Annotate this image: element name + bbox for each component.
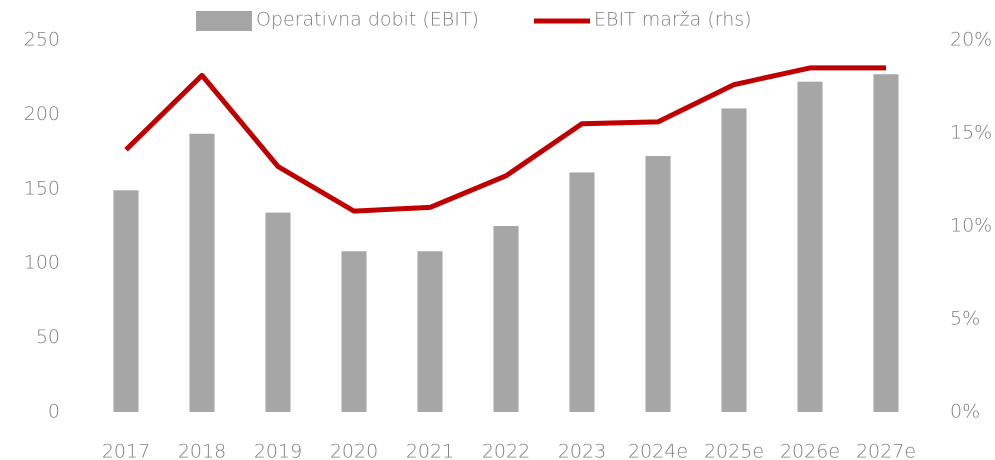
x-tick-label: 2026e bbox=[780, 441, 840, 460]
bar bbox=[721, 108, 747, 412]
x-tick-label: 2017 bbox=[102, 441, 150, 460]
y2-tick-label: 0% bbox=[950, 401, 980, 423]
y2-tick-label: 15% bbox=[950, 122, 992, 144]
y2-tick-label: 20% bbox=[950, 29, 992, 51]
y2-tick-label: 5% bbox=[950, 308, 980, 330]
x-tick-label: 2019 bbox=[254, 441, 302, 460]
bar bbox=[113, 190, 139, 412]
bar bbox=[189, 133, 215, 412]
x-tick-label: 2022 bbox=[482, 441, 530, 460]
line bbox=[124, 65, 886, 214]
x-tick-label: 2018 bbox=[178, 441, 226, 460]
x-tick-label: 2027e bbox=[856, 441, 916, 460]
bar bbox=[417, 251, 443, 412]
y-tick-label: 100 bbox=[24, 252, 60, 274]
x-tick-label: 2021 bbox=[406, 441, 454, 460]
y-tick-label: 0 bbox=[48, 401, 60, 423]
y2-tick-label: 10% bbox=[950, 215, 992, 237]
x-tick-label: 2025e bbox=[704, 441, 764, 460]
bar bbox=[569, 172, 595, 412]
y-tick-label: 200 bbox=[24, 103, 60, 125]
legend-label: Operativna dobit (EBIT) bbox=[256, 9, 479, 31]
bar bbox=[873, 74, 899, 412]
y-tick-label: 50 bbox=[36, 326, 60, 348]
bar bbox=[493, 226, 519, 412]
legend-label: EBIT marža (rhs) bbox=[594, 9, 752, 31]
legend-swatch bbox=[196, 11, 252, 31]
y-tick-label: 150 bbox=[24, 177, 60, 199]
x-tick-label: 2023 bbox=[558, 441, 606, 460]
x-tick-label: 2024e bbox=[628, 441, 688, 460]
bar bbox=[265, 212, 291, 412]
y-tick-label: 250 bbox=[24, 29, 60, 51]
x-tick-label: 2020 bbox=[330, 441, 378, 460]
bar bbox=[341, 251, 367, 412]
bar bbox=[797, 81, 823, 412]
bar bbox=[645, 156, 671, 412]
